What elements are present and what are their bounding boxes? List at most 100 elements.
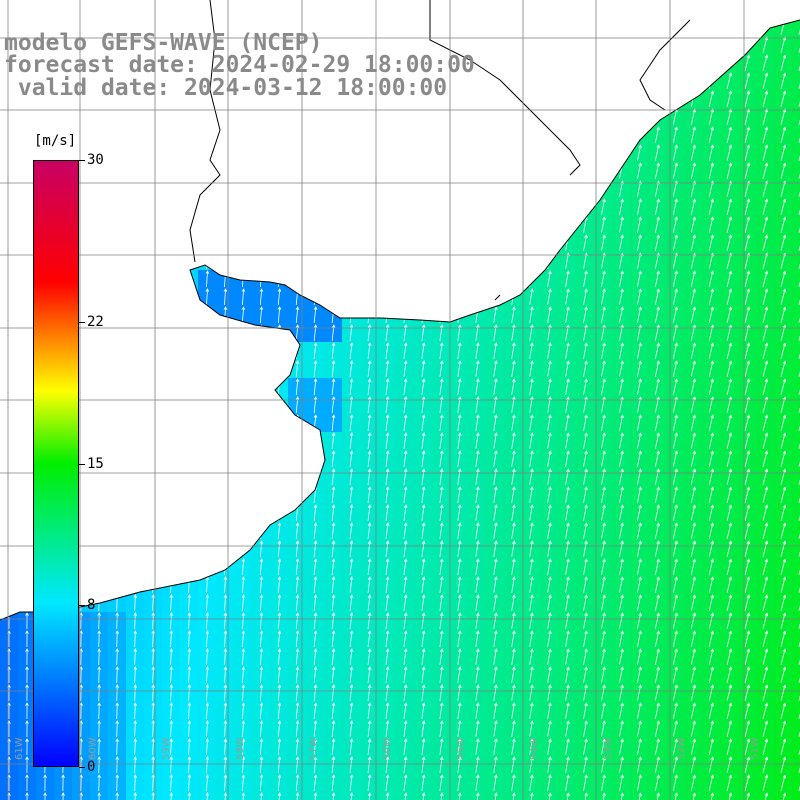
wind-arrow [547, 558, 552, 575]
wind-cell [36, 792, 55, 800]
wind-cell [126, 630, 145, 649]
wind-arrow [690, 612, 696, 629]
wind-arrow [583, 342, 588, 359]
wind-arrow [565, 756, 570, 773]
wind-cell [324, 612, 343, 631]
wind-cell [612, 648, 631, 667]
wind-cell [738, 648, 757, 667]
wind-arrow [708, 504, 715, 521]
wind-arrow [708, 108, 715, 125]
wind-arrow [313, 738, 318, 755]
wind-cell [522, 324, 541, 343]
wind-cell [738, 558, 757, 577]
wind-cell [666, 720, 685, 739]
wind-cell [342, 702, 361, 721]
wind-cell [468, 324, 487, 343]
wind-cell [612, 378, 631, 397]
longitude-label: 61W [14, 737, 25, 760]
wind-cell [684, 324, 703, 343]
wind-arrow [439, 612, 444, 629]
wind-cell [756, 396, 775, 415]
wind-arrow [636, 720, 642, 737]
wind-arrow [565, 612, 570, 629]
wind-cell [594, 432, 613, 451]
wind-arrow [511, 738, 516, 755]
wind-cell [522, 504, 541, 523]
wind-arrow [349, 360, 354, 377]
wind-cell [576, 324, 595, 343]
wind-cell [792, 504, 800, 523]
wind-arrow [708, 450, 715, 467]
wind-cell [504, 468, 523, 487]
wind-arrow [277, 738, 282, 756]
wind-arrow [259, 576, 264, 594]
wind-cell [594, 360, 613, 379]
wind-arrow [636, 756, 642, 773]
wind-arrow [780, 576, 787, 593]
wind-cell [342, 540, 361, 559]
wind-arrow [151, 720, 156, 738]
wind-cell [594, 792, 613, 800]
wind-cell [306, 558, 325, 577]
wind-cell [342, 576, 361, 595]
wind-arrow [583, 504, 588, 521]
wind-cell [666, 540, 685, 559]
wind-cell [126, 666, 145, 685]
wind-arrow [367, 432, 372, 449]
wind-cell [324, 414, 343, 433]
wind-cell [774, 684, 793, 703]
wind-arrow [654, 234, 660, 251]
wind-arrow [421, 774, 426, 791]
wind-cell [378, 522, 397, 541]
wind-cell [774, 648, 793, 667]
wind-arrow [295, 360, 300, 378]
wind-cell [630, 666, 649, 685]
wind-cell [792, 126, 800, 145]
wind-arrow [493, 540, 498, 557]
wind-arrow [674, 792, 678, 800]
wind-arrow [439, 630, 444, 647]
wind-cell [198, 612, 217, 631]
wind-arrow [583, 378, 588, 395]
wind-arrow [259, 612, 264, 630]
wind-arrow [672, 414, 678, 431]
wind-cell [198, 666, 217, 685]
wind-arrow [277, 720, 282, 738]
wind-cell [648, 252, 667, 271]
wind-arrow [762, 378, 769, 395]
wind-arrow [403, 720, 408, 737]
wind-arrow [475, 738, 480, 755]
wind-arrow [241, 612, 246, 630]
wind-arrow [672, 360, 678, 377]
wind-arrow [708, 702, 715, 719]
wind-arrow [565, 576, 570, 593]
wind-cell [756, 630, 775, 649]
wind-cell [774, 486, 793, 505]
wind-arrow [619, 522, 624, 539]
wind-cell [342, 774, 361, 793]
wind-arrow [367, 558, 372, 575]
wind-arrow [475, 432, 480, 449]
wind-cell [684, 594, 703, 613]
wind-arrow [601, 756, 606, 773]
wind-cell [252, 576, 271, 595]
wind-arrow [295, 558, 300, 576]
wind-arrow [151, 738, 156, 756]
wind-arrow [762, 450, 769, 467]
wind-arrow [277, 558, 282, 576]
wind-cell [738, 540, 757, 559]
wind-arrow [349, 486, 354, 503]
wind-cell [666, 576, 685, 595]
wind-cell [504, 450, 523, 469]
wind-arrow [583, 684, 588, 701]
wind-arrow [619, 306, 624, 323]
wind-arrow [349, 414, 354, 431]
wind-cell [702, 792, 721, 800]
wind-arrow [726, 468, 733, 485]
wind-cell [612, 414, 631, 433]
wind-arrow [762, 342, 769, 359]
wind-arrow [601, 234, 606, 251]
wind-arrow [475, 666, 480, 683]
wind-arrow [619, 576, 624, 593]
wind-cell [144, 594, 163, 613]
